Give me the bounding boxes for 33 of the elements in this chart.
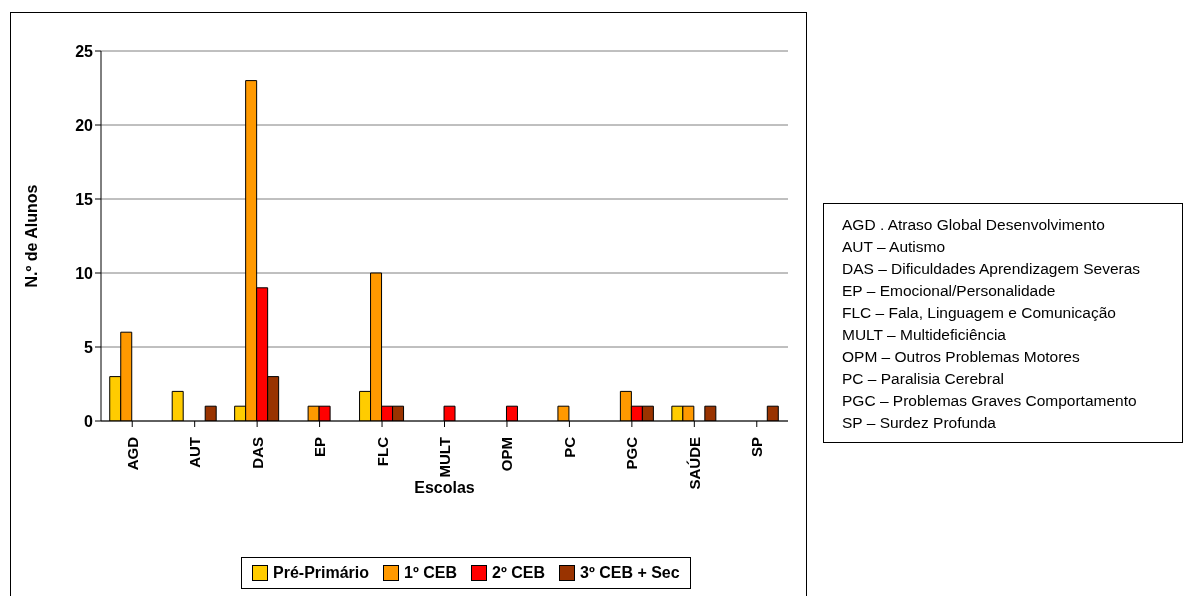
x-tick-label: SAÚDE <box>685 437 703 490</box>
x-tick-label: MULT <box>436 437 453 478</box>
text: MULT – Multideficiência <box>842 325 1007 345</box>
legend-label: 3º CEB + Sec <box>579 564 680 582</box>
text: PC – Paralisia Cerebral <box>842 369 1005 389</box>
x-tick-label: PGC <box>623 436 641 470</box>
x-tick-label: SP <box>748 437 766 458</box>
text: OPM – Outros Problemas Motores <box>842 347 1081 367</box>
y-axis-title: N.º de Alunos <box>22 184 40 288</box>
text: DAS – Dificuldades Aprendizagem Severas <box>842 259 1142 279</box>
y-tick-label: 15 <box>75 190 94 208</box>
x-tick-label: AGD <box>123 436 141 471</box>
text: SP – Surdez Profunda <box>842 413 997 433</box>
text: FLC – Fala, Linguagem e Comunicação <box>842 303 1117 323</box>
text: AUT – Autismo <box>842 237 947 257</box>
x-tick-label: AUT <box>186 437 204 468</box>
legend-label: 1º CEB <box>403 564 458 582</box>
x-tick-label: EP <box>311 437 329 458</box>
text: PGC – Problemas Graves Comportamento <box>842 391 1138 411</box>
text: AGD . Atraso Global Desenvolvimento <box>842 215 1106 235</box>
x-tick-label: DAS <box>248 437 266 469</box>
text: EP – Emocional/Personalidade <box>842 281 1057 301</box>
y-tick-label: 10 <box>75 264 94 282</box>
y-tick-label: 5 <box>84 338 94 356</box>
y-tick-label: 25 <box>75 42 94 60</box>
legend-label: Pré-Primário <box>272 564 370 582</box>
x-axis-title: Escolas <box>414 479 475 496</box>
x-tick-label: PC <box>560 436 578 458</box>
y-tick-label: 20 <box>75 116 94 134</box>
legend-label: 2º CEB <box>491 564 545 582</box>
x-tick-label: OPM <box>498 437 516 472</box>
x-tick-label: FLC <box>373 436 391 467</box>
y-tick-label: 0 <box>84 412 94 430</box>
